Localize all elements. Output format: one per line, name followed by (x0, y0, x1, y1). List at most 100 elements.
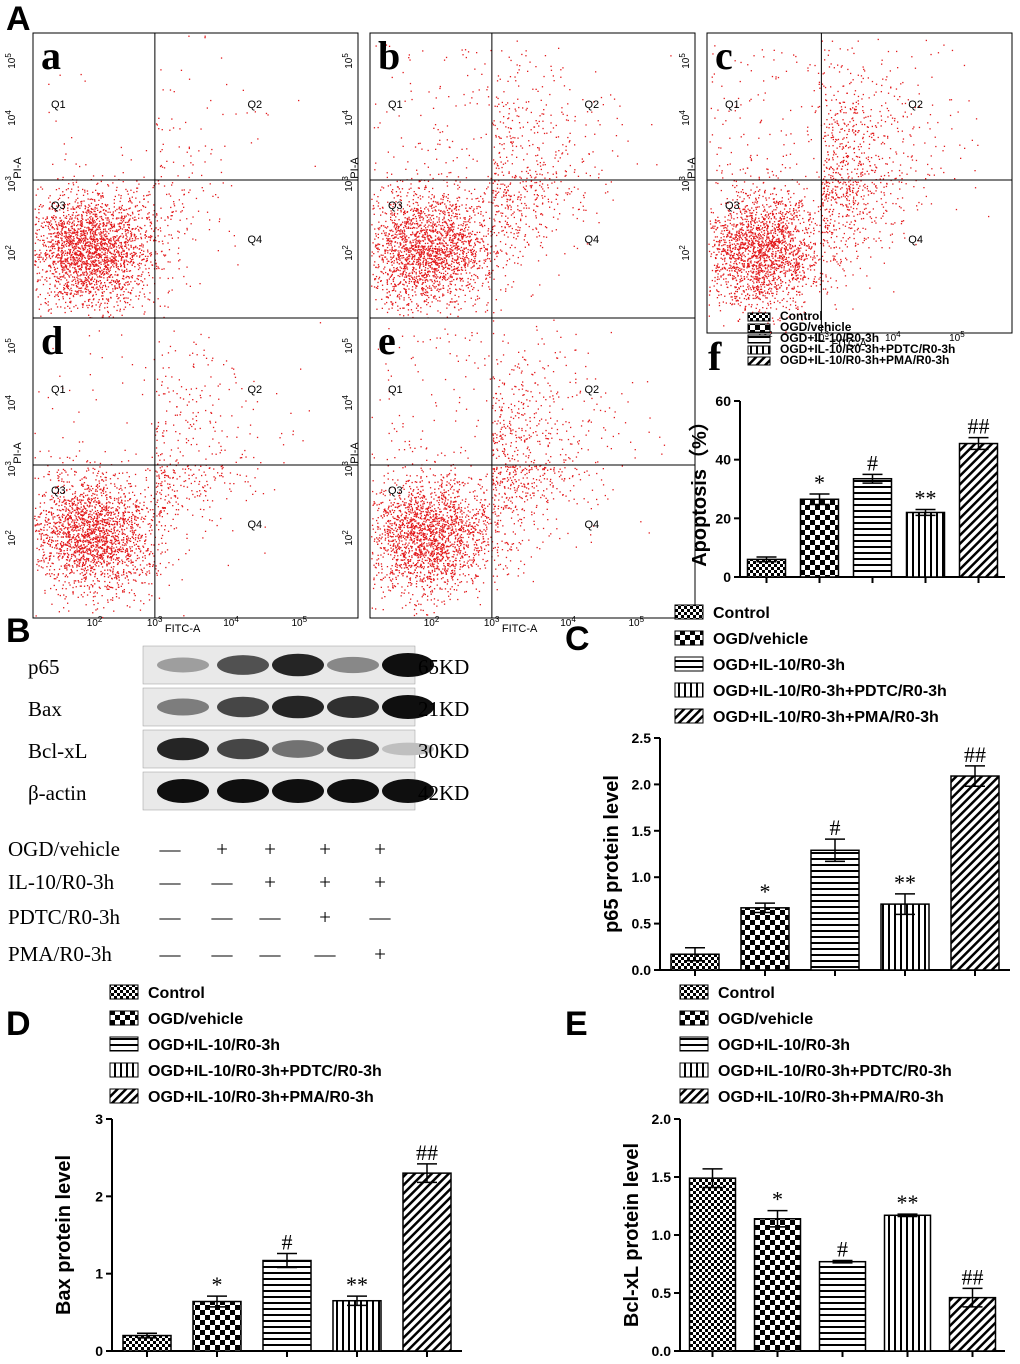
x-tick-label: 105 (629, 615, 645, 629)
quadrant-label: Q2 (248, 384, 263, 396)
condition-label-1: IL-10/R0-3h (8, 870, 115, 894)
protein-size-2: 30KD (418, 739, 469, 763)
y-tick-label: 40 (715, 452, 731, 468)
quadrant-label: Q3 (51, 200, 66, 212)
plot-frame (369, 32, 696, 334)
y-axis-label: PI-A (686, 157, 698, 179)
protein-label-0: p65 (28, 655, 60, 679)
condition-sign: — (369, 905, 392, 929)
blot-band (157, 698, 209, 716)
protein-size-3: 42KD (418, 781, 469, 805)
y-tick-label: 102 (4, 245, 18, 261)
y-tick-label: 105 (4, 338, 18, 354)
blot-band (382, 653, 434, 677)
x-tick-label: 104 (223, 615, 239, 629)
legend-entry: OGD+IL-10/R0-3h+PDTC/R0-3h (780, 342, 955, 356)
blot-band (327, 696, 379, 718)
quadrant-label: Q4 (248, 234, 263, 246)
legend-swatch (674, 708, 704, 724)
blot-band (217, 655, 269, 675)
panel-letter-b: b (378, 33, 400, 78)
scatter-dots (34, 35, 316, 333)
y-tick-label: 0.5 (652, 1285, 672, 1301)
y-tick-label: 3 (95, 1111, 103, 1127)
legend-entry: OGD/vehicle (148, 1011, 243, 1028)
quadrant-label: Q2 (908, 99, 923, 111)
condition-sign: — (211, 942, 234, 966)
quadrant-label: Q3 (388, 200, 403, 212)
y-axis-label: Apoptosis（%） (688, 411, 711, 567)
quadrant-label: Q1 (51, 99, 66, 111)
significance-mark: ## (964, 742, 986, 767)
bar-chart-f: ControlOGD/vehicleOGD+IL-10/R0-3hOGD+IL-… (688, 309, 1005, 585)
blot-band (157, 737, 209, 761)
legend-entry: OGD+IL-10/R0-3h+PDTC/R0-3h (148, 1063, 382, 1080)
bar-1 (753, 1218, 802, 1352)
bar-0 (688, 1177, 737, 1352)
figure-label-d: D (6, 1005, 31, 1043)
significance-mark: # (867, 450, 878, 475)
scatter-dots (371, 319, 666, 617)
y-tick-label: 102 (4, 530, 18, 546)
y-axis-label: PI-A (349, 442, 361, 464)
legend-entry: OGD+IL-10/R0-3h+PDTC/R0-3h (718, 1063, 952, 1080)
condition-sign: — (159, 870, 182, 894)
significance-mark: ## (962, 1264, 984, 1289)
y-tick-label: 2 (95, 1188, 103, 1204)
blot-row-0: p65 65KD (28, 645, 469, 685)
flow-panel-b: bQ1Q2Q3Q4FITC-API-A102103104105102103104… (341, 32, 696, 350)
legend-swatch (679, 1036, 709, 1052)
flow-panel-a: aQ1Q2Q3Q4FITC-API-A102103104105102103104… (4, 32, 359, 350)
quadrant-label: Q3 (51, 485, 66, 497)
figure-label-b: B (6, 612, 31, 650)
flow-cytometry-panels: a Q1 Q2 Q3 Q4 FITC-A PI-A 102 103 104 105 102 103 104… (4, 32, 1013, 635)
quadrant-label: Q1 (388, 99, 403, 111)
bar-2 (852, 477, 893, 578)
condition-sign: + (264, 870, 276, 894)
figure-label-a: A (6, 0, 31, 38)
legend-swatch (747, 323, 771, 333)
quadrant-label: Q1 (725, 99, 740, 111)
figure-label-c: C (565, 620, 590, 658)
bar-3 (332, 1299, 382, 1352)
bar-chart-E: Control OGD/vehicle OGD+IL-10/R0-3h OGD+IL-… (621, 984, 1005, 1359)
legend-swatch (679, 984, 709, 1000)
y-tick-label: 2.0 (632, 776, 652, 792)
flow-panel-c: cQ1Q2Q3Q4FITC-API-A102103104105102103104… (678, 32, 1013, 350)
y-tick-label: 0 (723, 569, 731, 585)
condition-sign: — (159, 905, 182, 929)
plot-frame (706, 32, 1013, 334)
y-tick-label: 1.5 (652, 1169, 672, 1185)
condition-sign: + (319, 870, 331, 894)
blot-band (157, 657, 209, 673)
panel-letter-a: a (41, 33, 61, 78)
legend-entry: OGD/vehicle (780, 320, 852, 334)
legend-entry: OGD/vehicle (718, 1011, 813, 1028)
legend-entry: OGD+IL-10/R0-3h (713, 657, 845, 674)
legend-swatch (109, 984, 139, 1000)
significance-mark: * (814, 470, 825, 495)
legend-entry: Control (148, 985, 205, 1002)
condition-sign: + (374, 837, 386, 861)
figure-label-e: E (565, 1005, 588, 1043)
blot-band (382, 779, 434, 803)
protein-label-2: Bcl-xL (28, 739, 87, 763)
legend-swatch (674, 682, 704, 698)
condition-sign: — (259, 942, 282, 966)
legend-swatch (747, 312, 771, 322)
legend-swatch (679, 1010, 709, 1026)
legend-swatch (109, 1062, 139, 1078)
blot-row-3: β-actin 42KD (28, 771, 469, 811)
condition-row-3: PMA/R0-3h — — — — + (8, 942, 386, 966)
significance-mark: # (282, 1230, 293, 1255)
legend-entry: OGD+IL-10/R0-3h (148, 1037, 280, 1054)
panel-letter-c: c (715, 33, 733, 78)
condition-sign: — (159, 837, 182, 861)
condition-row-2: PDTC/R0-3h — — — + — (8, 905, 392, 929)
bar-charts: Control OGD/vehicle OGD+IL-10/R0-3h OGD+IL-… (53, 309, 1010, 1359)
legend-entry: OGD+IL-10/R0-3h+PMA/R0-3h (718, 1089, 944, 1106)
y-tick-label: 1.5 (632, 823, 652, 839)
x-axis-label: FITC-A (831, 338, 867, 350)
bar-1 (799, 498, 840, 578)
legend-swatch (109, 1088, 139, 1104)
